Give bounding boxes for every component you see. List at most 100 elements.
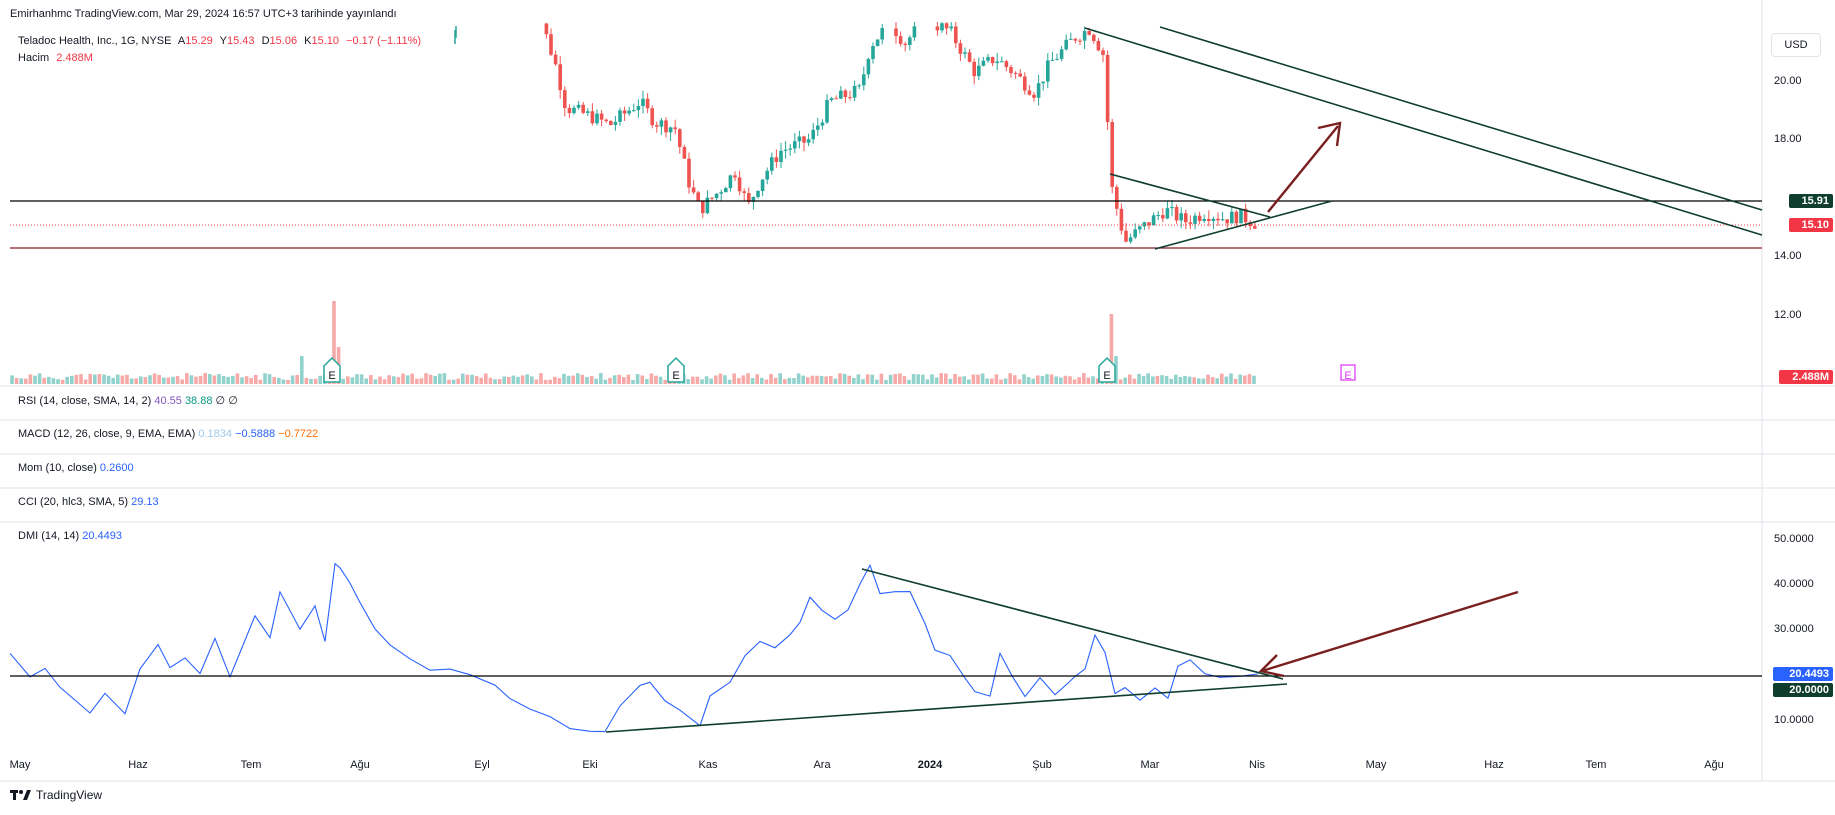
volume-bar xyxy=(1082,373,1086,384)
x-tick-mar: Mar xyxy=(1140,759,1160,771)
volume-bar xyxy=(116,374,120,384)
volume-bar xyxy=(953,373,957,384)
volume-bar xyxy=(364,378,368,384)
candle-body xyxy=(567,107,572,114)
candle-body xyxy=(1046,60,1050,82)
svg-text:E: E xyxy=(1344,370,1351,382)
volume-bar xyxy=(198,375,203,384)
volume-bar xyxy=(37,373,42,384)
candle-body xyxy=(1147,222,1151,226)
candle-body xyxy=(604,119,608,121)
candle-body xyxy=(857,85,861,87)
candle-body xyxy=(958,43,963,54)
volume-bar xyxy=(203,373,207,384)
symbol-name[interactable]: Teladoc Health, Inc., 1G, NYSE xyxy=(18,35,172,47)
volume-bar xyxy=(718,373,723,384)
candle-body xyxy=(898,36,903,44)
volume-bar xyxy=(373,379,378,384)
candle-body xyxy=(613,121,618,125)
volume-bar xyxy=(654,375,658,384)
volume-bar xyxy=(24,378,28,384)
candle-body xyxy=(728,175,733,189)
candle-body xyxy=(1253,226,1257,229)
candle-body xyxy=(770,157,774,171)
volume-bar xyxy=(1164,375,1169,384)
candle-body xyxy=(1138,226,1142,230)
volume-bar xyxy=(235,373,240,384)
volume-bar xyxy=(281,379,286,384)
volume-bar xyxy=(1178,377,1183,384)
volume-bar xyxy=(465,374,470,384)
volume-bar xyxy=(626,374,631,384)
candle-body xyxy=(576,104,581,108)
volume-bar xyxy=(631,379,635,384)
earnings-icon[interactable]: E xyxy=(1098,356,1116,383)
volume-bar xyxy=(695,376,700,384)
candle-body xyxy=(995,61,999,64)
volume-bar xyxy=(419,378,424,384)
tradingview-logo[interactable]: TradingView xyxy=(10,788,102,802)
volume-bar xyxy=(921,374,925,384)
mom-label[interactable]: Mom (10, close) xyxy=(18,462,97,474)
volume-bar xyxy=(350,377,355,384)
volume-bar xyxy=(240,377,244,384)
volume-bar xyxy=(318,375,322,384)
volume-bar xyxy=(392,376,396,384)
candle-body xyxy=(1082,31,1087,41)
volume-bar xyxy=(819,375,824,384)
volume-bar xyxy=(571,375,575,384)
cci-label[interactable]: CCI (20, hlc3, SMA, 5) xyxy=(18,496,129,508)
volume-bar xyxy=(74,374,79,384)
volume-bar xyxy=(470,374,474,384)
candle-body xyxy=(1197,215,1202,221)
candle-body xyxy=(572,107,576,114)
volume-bar xyxy=(267,374,272,384)
volume-bar xyxy=(1187,376,1192,384)
candle-body xyxy=(1018,73,1022,77)
volume-label[interactable]: Hacim xyxy=(18,52,50,64)
dmi-lower-trendline xyxy=(605,683,1288,733)
volume-bar xyxy=(856,374,861,384)
earnings-icon[interactable]: E xyxy=(667,356,685,383)
currency-button[interactable]: USD xyxy=(1771,33,1821,57)
volume-bar xyxy=(1040,376,1045,384)
volume-bar xyxy=(1036,375,1040,384)
dmi-arrow xyxy=(1258,590,1519,678)
macd-histogram-value: 0.1834 xyxy=(198,428,232,440)
candle-body xyxy=(595,113,599,124)
volume-bar xyxy=(760,377,764,384)
candle-body xyxy=(627,110,631,114)
volume-bar xyxy=(806,377,810,384)
volume-bar xyxy=(175,375,180,384)
candle-body xyxy=(655,125,659,127)
rsi-label[interactable]: RSI (14, close, SMA, 14, 2) xyxy=(18,395,152,407)
volume-bar xyxy=(861,379,865,384)
earnings-upcoming-icon[interactable]: E xyxy=(1340,364,1356,382)
cci-value: 29.13 xyxy=(131,496,159,508)
volume-bar xyxy=(346,376,350,384)
candle-body xyxy=(742,191,746,194)
x-tick-haz: Haz xyxy=(128,759,148,771)
candle-body xyxy=(1151,215,1156,226)
earnings-icon[interactable]: E xyxy=(323,356,341,383)
volume-bar xyxy=(83,379,88,384)
x-tick-tem: Tem xyxy=(240,759,262,771)
dmi-label[interactable]: DMI (14, 14) xyxy=(18,530,80,542)
volume-bar xyxy=(1118,379,1123,384)
macd-label[interactable]: MACD (12, 26, close, 9, EMA, EMA) xyxy=(18,428,196,440)
volume-bar xyxy=(1206,374,1210,384)
volume-bar xyxy=(608,377,612,384)
volume-bar xyxy=(129,378,134,384)
volume-bar xyxy=(51,378,56,384)
volume-bar xyxy=(442,373,447,384)
volume-bar xyxy=(415,378,419,384)
candle-body xyxy=(701,200,705,214)
candle-body xyxy=(641,98,645,107)
candle-body xyxy=(1211,218,1216,221)
candle-body xyxy=(668,127,673,133)
candle-body xyxy=(590,111,595,124)
candle-body xyxy=(553,54,558,65)
volume-bar xyxy=(493,379,497,384)
candle-body xyxy=(1230,211,1234,224)
